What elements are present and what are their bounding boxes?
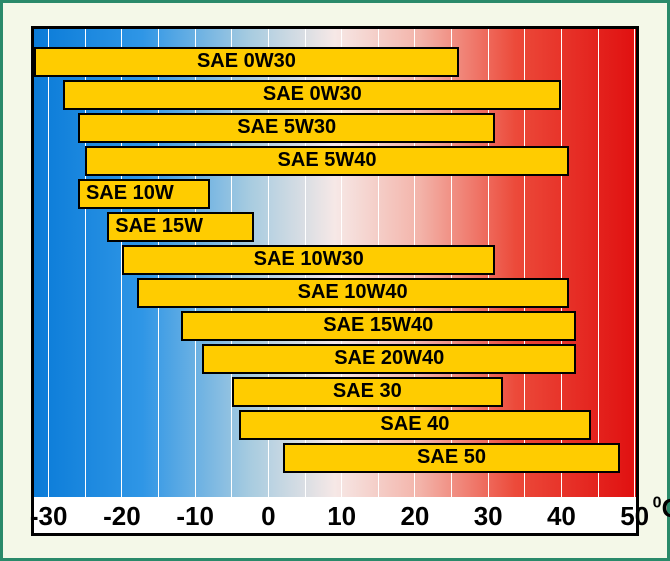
oil-grade-bar: SAE 10W40 [137, 278, 569, 308]
gridline [634, 29, 635, 497]
oil-grade-label: SAE 10W [86, 182, 174, 205]
oil-grade-label: SAE 0W30 [197, 50, 296, 73]
gridline [598, 29, 599, 497]
oil-grade-bar: SAE 5W30 [78, 113, 496, 143]
chart-frame: SAE 0W30 SAE 0W30 SAE 5W30 SAE 5W40 SAE 10W S… [31, 26, 639, 536]
x-tick-label: -10 [176, 501, 214, 532]
oil-grade-bar: SAE 20W40 [202, 344, 576, 374]
oil-grade-bar: SAE 50 [283, 443, 620, 473]
outer-frame: SAE 0W30 SAE 0W30 SAE 5W30 SAE 5W40 SAE 10W S… [0, 0, 670, 561]
oil-grade-label: SAE 30 [333, 380, 402, 403]
oil-grade-bar: SAE 0W30 [34, 47, 459, 77]
x-tick-label: 50 [620, 501, 649, 532]
oil-grade-bar: SAE 15W40 [181, 311, 577, 341]
oil-grade-bar: SAE 10W30 [122, 245, 496, 275]
x-tick-label: -30 [30, 501, 68, 532]
oil-grade-label: SAE 50 [417, 446, 486, 469]
x-tick-label: 40 [547, 501, 576, 532]
oil-grade-label: SAE 20W40 [334, 347, 444, 370]
x-tick-label: 10 [327, 501, 356, 532]
oil-grade-bar: SAE 5W40 [85, 146, 568, 176]
x-tick-label: 30 [474, 501, 503, 532]
oil-grade-label: SAE 40 [380, 413, 449, 436]
oil-grade-bar: SAE 0W30 [63, 80, 561, 110]
x-axis-labels: -30-20-10010203040500C [34, 497, 636, 539]
oil-grade-label: SAE 0W30 [263, 83, 362, 106]
oil-grade-label: SAE 15W [115, 215, 203, 238]
oil-grade-label: SAE 5W30 [237, 116, 336, 139]
oil-grade-bar: SAE 40 [239, 410, 591, 440]
oil-grade-label: SAE 10W40 [298, 281, 408, 304]
x-tick-label: -20 [103, 501, 141, 532]
x-axis-unit: 0C [653, 493, 670, 524]
oil-grade-label: SAE 15W40 [323, 314, 433, 337]
oil-grade-label: SAE 10W30 [254, 248, 364, 271]
gridline [48, 29, 49, 497]
x-tick-label: 20 [400, 501, 429, 532]
oil-grade-bar: SAE 30 [232, 377, 503, 407]
oil-grade-bar: SAE 10W [78, 179, 210, 209]
x-tick-label: 0 [261, 501, 275, 532]
oil-grade-bar: SAE 15W [107, 212, 254, 242]
oil-grade-label: SAE 5W40 [278, 149, 377, 172]
